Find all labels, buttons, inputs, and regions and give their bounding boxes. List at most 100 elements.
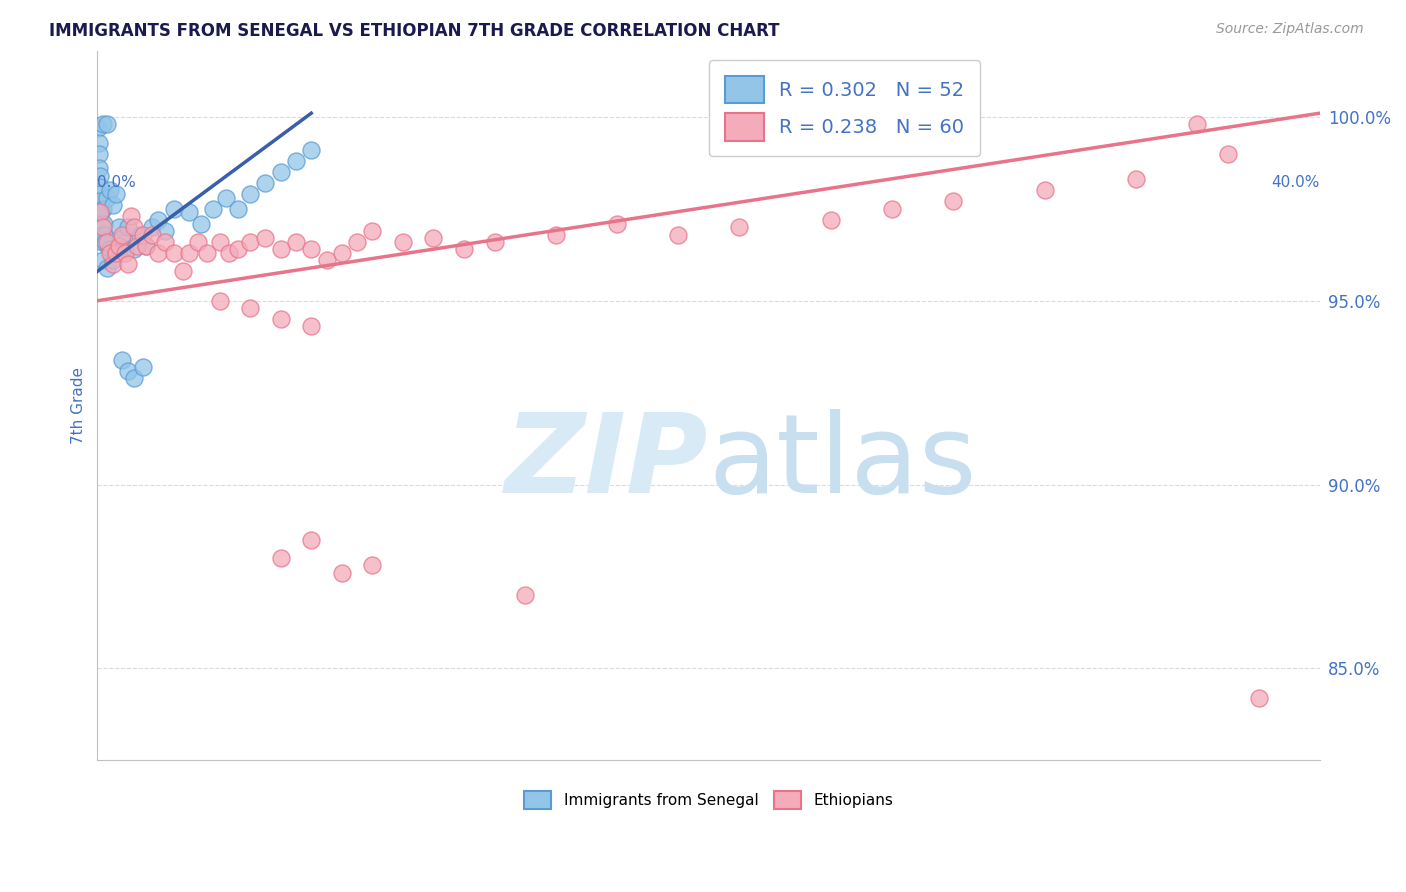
Point — [117, 220, 139, 235]
Point — [226, 242, 249, 256]
Point — [177, 205, 200, 219]
Point — [346, 235, 368, 249]
Point — [87, 120, 110, 135]
Point — [107, 238, 129, 252]
Point — [114, 246, 136, 260]
Point — [122, 242, 145, 256]
Point — [544, 227, 567, 242]
Point — [104, 187, 127, 202]
Point — [1216, 146, 1239, 161]
Point — [90, 227, 112, 242]
Point — [111, 227, 134, 242]
Point — [285, 153, 308, 168]
Legend: Immigrants from Senegal, Ethiopians: Immigrants from Senegal, Ethiopians — [516, 784, 901, 816]
Point — [98, 246, 121, 260]
Point — [89, 187, 111, 202]
Point — [239, 301, 262, 315]
Point — [93, 220, 115, 235]
Point — [98, 242, 121, 256]
Point — [942, 194, 965, 209]
Point — [107, 220, 129, 235]
Point — [122, 220, 145, 235]
Point — [315, 253, 337, 268]
Point — [90, 205, 112, 219]
Point — [93, 117, 115, 131]
Point — [1247, 690, 1270, 705]
Text: 40.0%: 40.0% — [1271, 175, 1320, 190]
Point — [122, 371, 145, 385]
Point — [141, 227, 163, 242]
Point — [96, 235, 118, 249]
Point — [153, 224, 176, 238]
Point — [330, 566, 353, 580]
Point — [361, 558, 384, 573]
Point — [135, 238, 157, 252]
Point — [104, 242, 127, 256]
Point — [270, 551, 292, 566]
Point — [129, 227, 152, 242]
Point — [202, 202, 225, 216]
Point — [94, 235, 117, 249]
Point — [141, 220, 163, 235]
Point — [101, 253, 124, 268]
Point — [96, 191, 118, 205]
Point — [299, 319, 322, 334]
Point — [132, 227, 155, 242]
Point — [89, 179, 111, 194]
Point — [172, 264, 194, 278]
Point — [153, 235, 176, 249]
Point — [453, 242, 475, 256]
Point — [299, 533, 322, 547]
Point — [606, 217, 628, 231]
Point — [93, 217, 115, 231]
Point — [1187, 117, 1209, 131]
Text: atlas: atlas — [709, 409, 977, 516]
Point — [1033, 183, 1056, 197]
Point — [254, 231, 277, 245]
Point — [93, 253, 115, 268]
Point — [270, 242, 292, 256]
Point — [96, 260, 118, 275]
Text: 0.0%: 0.0% — [97, 175, 136, 190]
Point — [163, 202, 186, 216]
Point — [148, 246, 170, 260]
Point — [484, 235, 506, 249]
Point — [239, 187, 262, 202]
Point — [93, 227, 115, 242]
Point — [226, 202, 249, 216]
Point — [666, 227, 689, 242]
Point — [114, 242, 136, 256]
Point — [728, 220, 751, 235]
Point — [96, 117, 118, 131]
Point — [125, 238, 148, 252]
Point — [148, 212, 170, 227]
Point — [254, 176, 277, 190]
Point — [195, 246, 218, 260]
Point — [270, 165, 292, 179]
Point — [132, 359, 155, 374]
Point — [91, 235, 114, 249]
Text: IMMIGRANTS FROM SENEGAL VS ETHIOPIAN 7TH GRADE CORRELATION CHART: IMMIGRANTS FROM SENEGAL VS ETHIOPIAN 7TH… — [49, 22, 780, 40]
Point — [299, 242, 322, 256]
Point — [101, 198, 124, 212]
Point — [111, 231, 134, 245]
Point — [104, 246, 127, 260]
Point — [135, 238, 157, 252]
Point — [285, 235, 308, 249]
Point — [208, 235, 231, 249]
Text: Source: ZipAtlas.com: Source: ZipAtlas.com — [1216, 22, 1364, 37]
Point — [89, 194, 111, 209]
Point — [1125, 172, 1147, 186]
Point — [163, 246, 186, 260]
Text: ZIP: ZIP — [505, 409, 709, 516]
Point — [190, 217, 212, 231]
Point — [89, 146, 111, 161]
Point — [90, 217, 112, 231]
Point — [93, 202, 115, 216]
Point — [270, 312, 292, 326]
Point — [177, 246, 200, 260]
Point — [120, 209, 142, 223]
Point — [392, 235, 415, 249]
Point — [820, 212, 842, 227]
Point — [111, 352, 134, 367]
